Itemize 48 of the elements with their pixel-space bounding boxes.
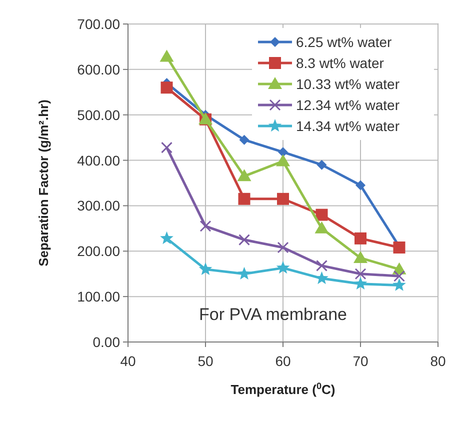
- y-axis-title: Separation Factor (g/m².hr): [36, 100, 51, 266]
- annotation: For PVA membrane: [198, 305, 348, 324]
- point: [354, 276, 368, 290]
- y-tick-label: 500.00: [77, 106, 120, 123]
- point: [160, 82, 173, 94]
- point: [200, 220, 212, 232]
- y-tick-label: 700.00: [77, 16, 120, 32]
- point: [316, 160, 327, 170]
- x-tick-label: 40: [120, 353, 136, 369]
- point: [354, 250, 368, 263]
- point: [277, 192, 289, 205]
- point: [354, 232, 366, 244]
- y-tick-label: 300.00: [77, 198, 120, 214]
- point: [276, 260, 290, 274]
- point: [392, 278, 406, 291]
- point: [238, 192, 250, 205]
- y-tick-label: 400.00: [77, 152, 120, 168]
- legend-label: 6.25 wt% water: [296, 34, 392, 50]
- point: [316, 260, 328, 272]
- legend-label: 10.33 wt% water: [296, 76, 400, 92]
- point: [198, 262, 212, 275]
- legend-label: 8.3 wt% water: [296, 55, 384, 71]
- y-tick-label: 100.00: [77, 288, 120, 305]
- point: [237, 169, 252, 182]
- point: [161, 142, 172, 154]
- point: [160, 50, 174, 62]
- point: [356, 180, 366, 190]
- x-tick-label: 70: [352, 353, 368, 369]
- point: [354, 268, 366, 280]
- y-tick-label: 200.00: [77, 243, 120, 260]
- point: [316, 208, 328, 221]
- x-axis-title: Temperature ($^{0}$C): [230, 381, 336, 397]
- y-tick-label: 0.00: [92, 334, 120, 350]
- point: [277, 242, 289, 254]
- point: [238, 266, 251, 280]
- legend-label: 14.34 wt% water: [296, 118, 400, 134]
- legend-label: 12.34 wt% water: [296, 97, 400, 113]
- point: [276, 154, 290, 166]
- point: [278, 147, 288, 158]
- x-tick-label: 60: [275, 353, 291, 369]
- x-tick-label: 50: [198, 353, 214, 369]
- y-tick-label: 600.00: [77, 61, 120, 78]
- x-tick-label: 80: [430, 353, 446, 369]
- point: [239, 134, 250, 145]
- point: [238, 234, 250, 246]
- point: [160, 231, 174, 244]
- point: [394, 270, 405, 282]
- point: [314, 221, 329, 234]
